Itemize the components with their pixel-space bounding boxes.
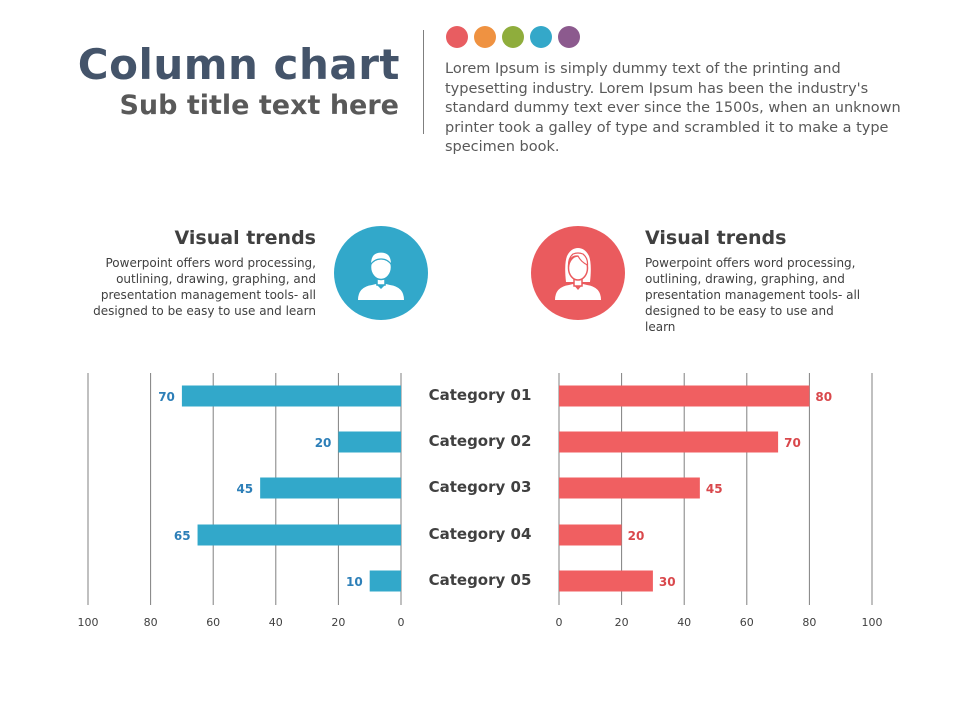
left-data-label: 65 [174, 529, 191, 543]
left-data-label: 20 [315, 436, 332, 450]
color-dots [446, 26, 580, 48]
left-data-label: 10 [346, 575, 363, 589]
right-panel-text: Powerpoint offers word processing, outli… [645, 256, 861, 334]
left-data-label: 45 [236, 482, 253, 496]
right-data-label: 70 [784, 436, 801, 450]
left-bar [260, 477, 401, 499]
left-panel-text: Powerpoint offers word processing, outli… [93, 256, 316, 318]
right-tick-label: 80 [802, 616, 816, 629]
page-subtitle: Sub title text here [119, 90, 399, 121]
left-data-label: 70 [158, 390, 175, 404]
right-data-label: 80 [815, 390, 832, 404]
right-tick-label: 60 [740, 616, 754, 629]
right-data-label: 20 [628, 529, 645, 543]
color-dot [446, 26, 468, 48]
right-panel-heading: Visual trends [645, 227, 787, 249]
category-label: Category 04 [428, 525, 532, 543]
header-divider [423, 30, 424, 134]
left-bar [181, 385, 401, 407]
right-bar [559, 385, 810, 407]
color-dot [502, 26, 524, 48]
page-title: Column chart [77, 40, 400, 89]
right-tick-label: 0 [556, 616, 563, 629]
right-data-label: 45 [706, 482, 723, 496]
right-tick-label: 100 [862, 616, 883, 629]
left-tick-label: 0 [398, 616, 405, 629]
left-tick-label: 20 [331, 616, 345, 629]
left-tick-label: 100 [78, 616, 99, 629]
right-bar [559, 477, 700, 499]
right-data-label: 30 [659, 575, 676, 589]
female-user-icon [531, 226, 625, 320]
color-dot [558, 26, 580, 48]
category-label: Category 05 [428, 571, 532, 589]
left-panel-heading: Visual trends [174, 227, 316, 249]
right-bar [559, 431, 779, 453]
left-bar [369, 570, 401, 592]
left-tick-label: 40 [269, 616, 283, 629]
header-description: Lorem Ipsum is simply dummy text of the … [445, 61, 901, 155]
left-tick-label: 80 [144, 616, 158, 629]
right-bar [559, 570, 653, 592]
color-dot [530, 26, 552, 48]
right-bar [559, 524, 622, 546]
male-user-icon [334, 226, 428, 320]
left-tick-label: 60 [206, 616, 220, 629]
left-bar [338, 431, 401, 453]
category-label: Category 02 [428, 432, 532, 450]
left-bar [197, 524, 401, 546]
category-label: Category 03 [428, 478, 532, 496]
category-label: Category 01 [428, 386, 532, 404]
color-dot [474, 26, 496, 48]
right-tick-label: 40 [677, 616, 691, 629]
right-tick-label: 20 [615, 616, 629, 629]
